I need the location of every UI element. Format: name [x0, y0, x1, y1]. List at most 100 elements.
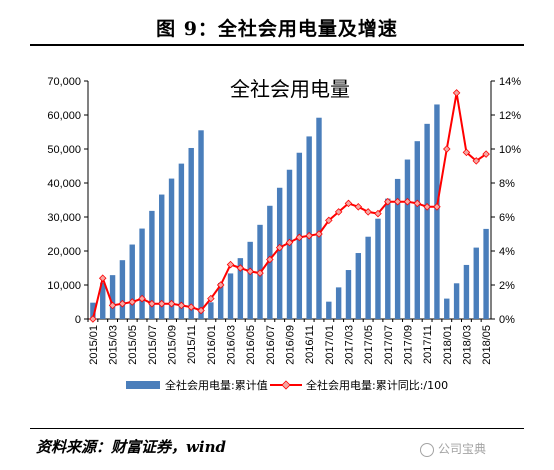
line-point — [118, 299, 127, 308]
line-point — [138, 294, 146, 303]
chart-title: 全社会用电量 — [230, 77, 350, 101]
source-rule — [30, 428, 524, 429]
line-point — [226, 260, 235, 269]
line-point — [452, 89, 461, 97]
bar — [444, 298, 450, 319]
x-tick-label: 2018/05 — [481, 325, 493, 365]
y-right-tick-label: 14% — [499, 76, 521, 88]
line-point — [472, 157, 481, 165]
y-left-tick-label: 60,000 — [47, 110, 81, 122]
x-tick-label: 2018/01 — [442, 325, 454, 365]
x-tick-label: 2016/01 — [206, 325, 218, 365]
y-right-tick-label: 10% — [499, 144, 521, 156]
line-point — [315, 230, 323, 238]
bar — [394, 178, 401, 319]
line-point — [384, 197, 392, 206]
bar-series-group — [90, 104, 489, 320]
bar — [375, 218, 381, 319]
y-right-tick-label: 4% — [499, 246, 515, 258]
y-left-tick-label: 40,000 — [47, 178, 81, 190]
bar — [109, 275, 116, 319]
bar — [483, 228, 489, 319]
bar — [276, 187, 283, 319]
bar — [326, 301, 332, 319]
legend-line-marker — [281, 380, 291, 390]
bar — [168, 178, 175, 319]
bar — [198, 130, 204, 319]
y-right-tick-label: 2% — [499, 280, 515, 292]
bar — [227, 273, 234, 319]
x-tick-label: 2016/11 — [304, 325, 316, 364]
bar — [414, 141, 420, 319]
line-point — [433, 203, 441, 211]
legend: 全社会用电量:累计值 全社会用电量:累计同比:/100 — [126, 378, 448, 392]
x-tick-label: 2016/07 — [265, 325, 277, 365]
line-point — [246, 267, 254, 276]
line-point — [236, 264, 245, 272]
line-point — [482, 150, 490, 158]
bar — [463, 264, 470, 319]
y-left-tick-label: 30,000 — [47, 212, 81, 224]
line-point — [167, 299, 176, 308]
bar — [139, 228, 145, 319]
x-tick-label: 2016/09 — [285, 325, 297, 365]
x-tick-label: 2017/11 — [422, 325, 434, 364]
legend-line-label: 全社会用电量:累计同比:/100 — [306, 378, 448, 392]
y-left-tick-label: 50,000 — [47, 144, 81, 156]
legend-bar-swatch — [126, 381, 160, 389]
bar — [306, 136, 312, 319]
x-tick-label: 2017/07 — [383, 325, 395, 365]
line-point — [157, 299, 166, 308]
x-tick-label: 2017/01 — [324, 325, 336, 365]
bar — [473, 247, 479, 319]
line-series-group — [89, 89, 490, 323]
line-point — [187, 303, 195, 311]
bar — [208, 302, 214, 319]
line-point — [266, 255, 274, 264]
line-point — [98, 274, 107, 282]
bar — [453, 283, 460, 319]
x-tick-label: 2015/09 — [167, 325, 179, 365]
x-tick-label: 2015/11 — [186, 325, 198, 364]
line-point — [462, 148, 471, 157]
bar — [129, 244, 135, 319]
bar — [355, 253, 362, 319]
bar — [90, 302, 96, 319]
source-note: 资料来源：财富证券，wind — [36, 438, 227, 456]
x-tick-label: 2016/03 — [226, 325, 238, 365]
line-point — [128, 298, 136, 306]
chart: 全社会用电量 0 10,000 20,000 30,000 40,000 50,000 60… — [47, 76, 521, 392]
x-tick-label: 2017/05 — [363, 325, 375, 365]
x-tick-label: 2017/03 — [343, 325, 355, 365]
bar — [365, 236, 371, 319]
bar — [149, 210, 155, 319]
line-point — [177, 301, 186, 310]
line-point — [197, 306, 205, 315]
bar — [178, 163, 185, 319]
y-left-tick-label: 10,000 — [47, 280, 81, 292]
y-right-tick-label: 12% — [499, 110, 521, 122]
x-tick-label: 2015/05 — [127, 325, 139, 365]
bar — [217, 282, 224, 319]
line-point — [374, 209, 382, 218]
legend-bar-label: 全社会用电量:累计值 — [165, 378, 268, 392]
line-point — [403, 197, 412, 206]
title-rule — [30, 44, 524, 46]
bar — [385, 198, 391, 319]
bar — [434, 104, 440, 320]
watermark: 公司宝典 — [420, 440, 486, 457]
bar — [119, 260, 126, 319]
line-point — [423, 203, 431, 211]
y-left-tick-label: 20,000 — [47, 246, 81, 258]
x-tick-label: 2016/05 — [245, 325, 257, 365]
line-point — [216, 281, 225, 289]
watermark-icon — [420, 442, 434, 457]
bar — [424, 123, 430, 319]
bar — [237, 258, 244, 319]
line-point — [443, 145, 451, 153]
axes-group: 0 10,000 20,000 30,000 40,000 50,000 60,000 70,… — [47, 76, 521, 365]
y-left-tick-label: 70,000 — [47, 76, 81, 88]
line-point — [89, 315, 97, 323]
bar — [345, 270, 352, 319]
x-tick-label: 2015/01 — [88, 325, 100, 365]
